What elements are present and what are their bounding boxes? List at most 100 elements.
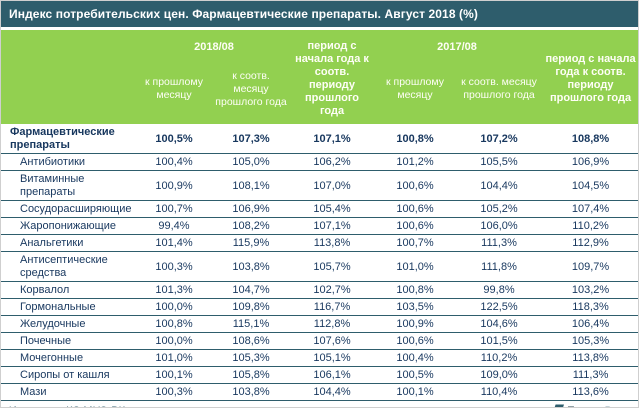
value-cell: 100,0% xyxy=(137,332,211,350)
header-label-spacer xyxy=(1,30,137,124)
value-cell: 101,5% xyxy=(457,332,542,350)
value-cell: 104,4% xyxy=(457,170,542,201)
value-cell: 111,8% xyxy=(457,251,542,282)
value-cell: 100,3% xyxy=(137,251,211,282)
value-cell: 104,5% xyxy=(541,170,638,201)
row-label: Антибиотики xyxy=(1,153,137,171)
value-cell: 111,3% xyxy=(541,366,638,384)
value-cell: 110,2% xyxy=(541,217,638,235)
value-cell: 107,1% xyxy=(291,217,374,235)
table-row: Антибиотики 100,4% 105,0% 106,2% 101,2% … xyxy=(1,153,638,171)
header-period-2017: период с начала года к соотв. периоду пр… xyxy=(541,30,638,124)
value-cell: 110,4% xyxy=(457,383,542,401)
table-row: Корвалол 101,3% 104,7% 102,7% 100,8% 99,… xyxy=(1,281,638,299)
value-cell: 100,6% xyxy=(373,332,458,350)
value-cell: 107,6% xyxy=(291,332,374,350)
logo-energy-text: Energy xyxy=(566,405,603,407)
value-cell: 113,8% xyxy=(291,234,374,252)
table-row: Сиропы от кашля 100,1% 105,8% 106,1% 100… xyxy=(1,366,638,384)
value-cell: 100,6% xyxy=(373,217,458,235)
value-cell: 100,6% xyxy=(373,200,458,218)
row-label: Корвалол xyxy=(1,281,137,299)
value-cell: 100,1% xyxy=(137,366,211,384)
value-cell: 100,1% xyxy=(373,383,458,401)
table-row: Мочегонные 101,0% 105,3% 105,1% 100,4% 1… xyxy=(1,349,638,367)
table-row: Антисептические средства 100,3% 103,8% 1… xyxy=(1,251,638,282)
row-label: Фармацевтические препараты xyxy=(1,124,137,154)
value-cell: 103,2% xyxy=(541,281,638,299)
value-cell: 107,4% xyxy=(541,200,638,218)
value-cell: 105,1% xyxy=(291,349,374,367)
value-cell: 116,7% xyxy=(291,298,374,316)
value-cell: 108,2% xyxy=(211,217,292,235)
value-cell: 109,0% xyxy=(457,366,542,384)
row-label: Жаропонижающие xyxy=(1,217,137,235)
header-group-2017: 2017/08 xyxy=(373,30,542,60)
value-cell: 106,1% xyxy=(291,366,374,384)
value-cell: 108,6% xyxy=(211,332,292,350)
value-cell: 100,4% xyxy=(137,153,211,171)
value-cell: 105,3% xyxy=(541,332,638,350)
value-cell: 101,0% xyxy=(373,251,458,282)
value-cell: 100,4% xyxy=(373,349,458,367)
value-cell: 100,6% xyxy=(373,170,458,201)
value-cell: 106,9% xyxy=(211,200,292,218)
value-cell: 109,7% xyxy=(541,251,638,282)
value-cell: 103,5% xyxy=(373,298,458,316)
value-cell: 118,3% xyxy=(541,298,638,316)
energyprom-logo-icon xyxy=(555,404,565,407)
header-sub-row: к прошлому месяцу к соотв. месяцу прошло… xyxy=(1,60,638,124)
header-prev-month-2018: к прошлому месяцу xyxy=(137,60,211,124)
value-cell: 110,2% xyxy=(457,349,542,367)
row-label: Сосудорасширяющие xyxy=(1,200,137,218)
value-cell: 99,4% xyxy=(137,217,211,235)
title-divider xyxy=(1,27,638,30)
value-cell: 109,8% xyxy=(211,298,292,316)
table-row: Желудочные 100,8% 115,1% 112,8% 100,9% 1… xyxy=(1,315,638,333)
table-row: Анальгетики 101,4% 115,9% 113,8% 100,7% … xyxy=(1,234,638,252)
value-cell: 115,9% xyxy=(211,234,292,252)
value-cell: 100,8% xyxy=(373,281,458,299)
table-row: Жаропонижающие 99,4% 108,2% 107,1% 100,6… xyxy=(1,217,638,235)
row-label: Почечные xyxy=(1,332,137,350)
value-cell: 103,8% xyxy=(211,251,292,282)
row-label: Анальгетики xyxy=(1,234,137,252)
value-cell: 101,4% xyxy=(137,234,211,252)
logo-prom-text: Prom xyxy=(604,405,630,407)
header-prev-month-2017: к прошлому месяцу xyxy=(373,60,458,124)
row-label: Мази xyxy=(1,383,137,401)
value-cell: 107,3% xyxy=(211,124,292,154)
value-cell: 108,8% xyxy=(541,124,638,154)
value-cell: 122,5% xyxy=(457,298,542,316)
value-cell: 101,0% xyxy=(137,349,211,367)
table-row: Фармацевтические препараты 100,5% 107,3%… xyxy=(1,124,638,154)
value-cell: 106,4% xyxy=(541,315,638,333)
value-cell: 106,0% xyxy=(457,217,542,235)
energyprom-logo: EnergyProm xyxy=(551,404,630,407)
value-cell: 100,7% xyxy=(373,234,458,252)
table-row: Почечные 100,0% 108,6% 107,6% 100,6% 101… xyxy=(1,332,638,350)
value-cell: 102,7% xyxy=(291,281,374,299)
value-cell: 111,3% xyxy=(457,234,542,252)
value-cell: 100,5% xyxy=(137,124,211,154)
value-cell: 105,5% xyxy=(457,153,542,171)
value-cell: 104,6% xyxy=(457,315,542,333)
header-group-row: 2018/08 период с начала года к соотв. пе… xyxy=(1,30,638,124)
value-cell: 106,2% xyxy=(291,153,374,171)
row-label: Мочегонные xyxy=(1,349,137,367)
value-cell: 103,8% xyxy=(211,383,292,401)
value-cell: 106,9% xyxy=(541,153,638,171)
value-cell: 105,4% xyxy=(291,200,374,218)
table-row: Гормональные 100,0% 109,8% 116,7% 103,5%… xyxy=(1,298,638,316)
header-group-2018: 2018/08 xyxy=(137,30,292,60)
value-cell: 100,0% xyxy=(137,298,211,316)
header-same-month-2018: к соотв. месяцу прошлого года xyxy=(211,60,292,124)
value-cell: 100,9% xyxy=(373,315,458,333)
value-cell: 100,8% xyxy=(137,315,211,333)
row-label: Витаминные препараты xyxy=(1,170,137,201)
value-cell: 100,9% xyxy=(137,170,211,201)
value-cell: 100,8% xyxy=(373,124,458,154)
value-cell: 101,2% xyxy=(373,153,458,171)
value-cell: 113,8% xyxy=(541,349,638,367)
